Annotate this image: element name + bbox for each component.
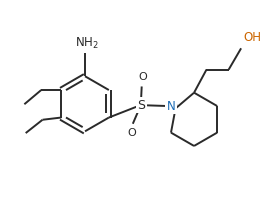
Text: O: O (138, 72, 147, 82)
Text: S: S (137, 99, 145, 112)
Text: NH$_2$: NH$_2$ (75, 36, 99, 51)
Text: OH: OH (243, 31, 261, 44)
Text: O: O (128, 128, 136, 138)
Text: N: N (167, 99, 175, 113)
